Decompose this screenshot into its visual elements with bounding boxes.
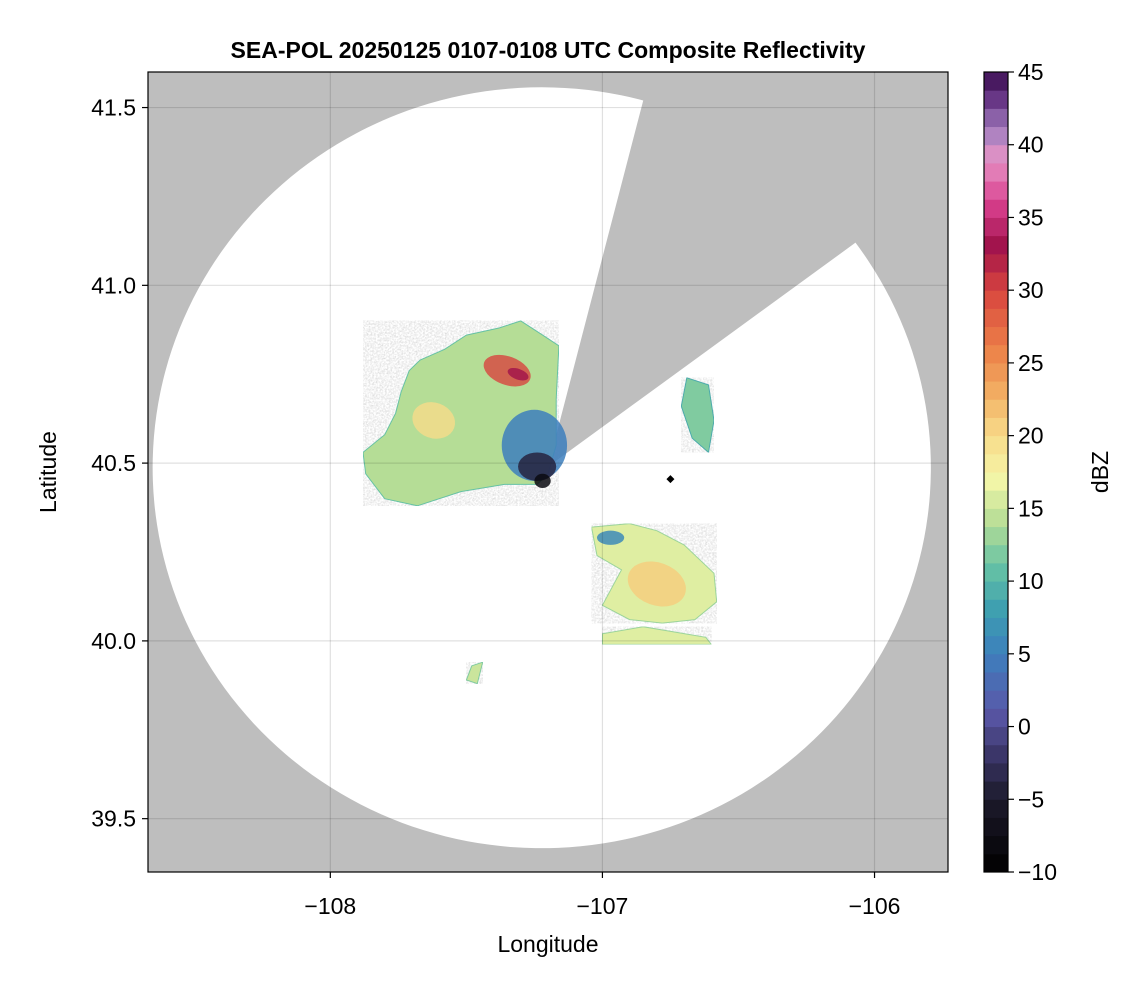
colorbar-segment: [984, 817, 1008, 837]
colorbar-segment: [984, 308, 1008, 328]
colorbar-segment: [984, 581, 1008, 600]
colorbar-tick-label: 5: [1018, 641, 1031, 667]
y-tick-label: 40.5: [91, 450, 136, 476]
colorbar-segment: [984, 126, 1008, 146]
colorbar-tick-label: 40: [1018, 132, 1044, 158]
colorbar-tick-label: 45: [1018, 59, 1044, 85]
y-tick-label: 39.5: [91, 806, 136, 832]
colorbar-segment: [984, 635, 1008, 655]
colorbar-segment: [984, 326, 1008, 346]
x-axis-label: Longitude: [497, 931, 598, 957]
colorbar-frame: [983, 71, 1009, 873]
colorbar-segment: [984, 181, 1008, 200]
x-tick-label: −108: [304, 893, 356, 919]
colorbar-tick-label: 30: [1018, 277, 1044, 303]
colorbar-segment: [984, 217, 1008, 237]
colorbar-segment: [984, 381, 1008, 400]
isolated-echo-point: [666, 475, 675, 484]
plot-frame: [147, 71, 949, 873]
y-tick-label: 41.5: [91, 95, 136, 121]
x-axis-ticks: −108 −107 −106: [304, 872, 900, 919]
colorbar-segment: [984, 253, 1008, 273]
colorbar-segment: [984, 144, 1008, 164]
colorbar-segment: [984, 835, 1008, 855]
colorbar-ticks: −10 −5 0 5 10 15 20 25 30 35 40 45: [1008, 59, 1057, 885]
colorbar-tick-label: 20: [1018, 423, 1044, 449]
intense-core: [627, 561, 686, 607]
colorbar-segment: [984, 344, 1008, 364]
colorbar-tick-label: −5: [1018, 786, 1044, 812]
colorbar-segment: [984, 235, 1008, 255]
colorbar-segment: [984, 290, 1008, 309]
intense-core: [507, 367, 529, 381]
colorbar-segment: [984, 544, 1008, 564]
colorbar-segment: [984, 162, 1008, 182]
y-tick-label: 40.0: [91, 628, 136, 654]
reflectivity-echoes: [362, 320, 718, 685]
colorbar-segment: [984, 853, 1008, 873]
colorbar-segment: [984, 672, 1008, 691]
intense-core: [412, 402, 456, 439]
colorbar-segment: [984, 108, 1008, 128]
colorbar-segment: [984, 435, 1008, 455]
colorbar-segment: [984, 799, 1008, 818]
colorbar-segment: [984, 726, 1008, 746]
colorbar-segments: [984, 72, 1008, 873]
weak-echo-zone: [518, 452, 557, 481]
colorbar-segment: [984, 72, 1008, 91]
colorbar-tick-label: 10: [1018, 568, 1044, 594]
colorbar-segment: [984, 744, 1008, 764]
y-axis-ticks: 39.5 40.0 40.5 41.0 41.5: [91, 95, 148, 832]
colorbar-segment: [984, 417, 1008, 437]
colorbar: −10 −5 0 5 10 15 20 25 30 35 40 45 dBZ: [983, 59, 1113, 885]
colorbar-segment: [984, 90, 1008, 109]
grid-lines: [148, 72, 948, 872]
colorbar-segment: [984, 508, 1008, 528]
colorbar-tick-label: −10: [1018, 859, 1057, 885]
colorbar-segment: [984, 781, 1008, 800]
weak-echo-zone: [596, 530, 625, 545]
colorbar-segment: [984, 653, 1008, 673]
echo-region-east-cell: [680, 377, 715, 454]
colorbar-segment: [984, 526, 1008, 546]
x-tick-label: −106: [849, 893, 901, 919]
colorbar-tick-label: 0: [1018, 714, 1031, 740]
colorbar-segment: [984, 490, 1008, 509]
weak-echo-zone: [534, 473, 551, 488]
y-axis-label: Latitude: [35, 431, 61, 513]
echo-region-south-fragment: [465, 661, 484, 685]
colorbar-segment: [984, 399, 1008, 418]
colorbar-segment: [984, 617, 1008, 637]
colorbar-segment: [984, 599, 1008, 618]
colorbar-tick-label: 15: [1018, 495, 1044, 521]
x-tick-label: −107: [577, 893, 629, 919]
colorbar-segment: [984, 199, 1008, 218]
echo-region-southern-strip: [601, 626, 713, 645]
plot-area: [148, 72, 948, 872]
colorbar-segment: [984, 690, 1008, 709]
colorbar-segment: [984, 272, 1008, 291]
y-tick-label: 41.0: [91, 272, 136, 298]
colorbar-tick-label: 35: [1018, 204, 1044, 230]
colorbar-segment: [984, 453, 1008, 473]
colorbar-segment: [984, 562, 1008, 582]
colorbar-segment: [984, 762, 1008, 782]
chart-title: SEA-POL 20250125 0107-0108 UTC Composite…: [231, 37, 866, 63]
colorbar-segment: [984, 708, 1008, 728]
colorbar-tick-label: 25: [1018, 350, 1044, 376]
colorbar-segment: [984, 362, 1008, 382]
colorbar-segment: [984, 472, 1008, 491]
colorbar-label: dBZ: [1087, 451, 1113, 493]
